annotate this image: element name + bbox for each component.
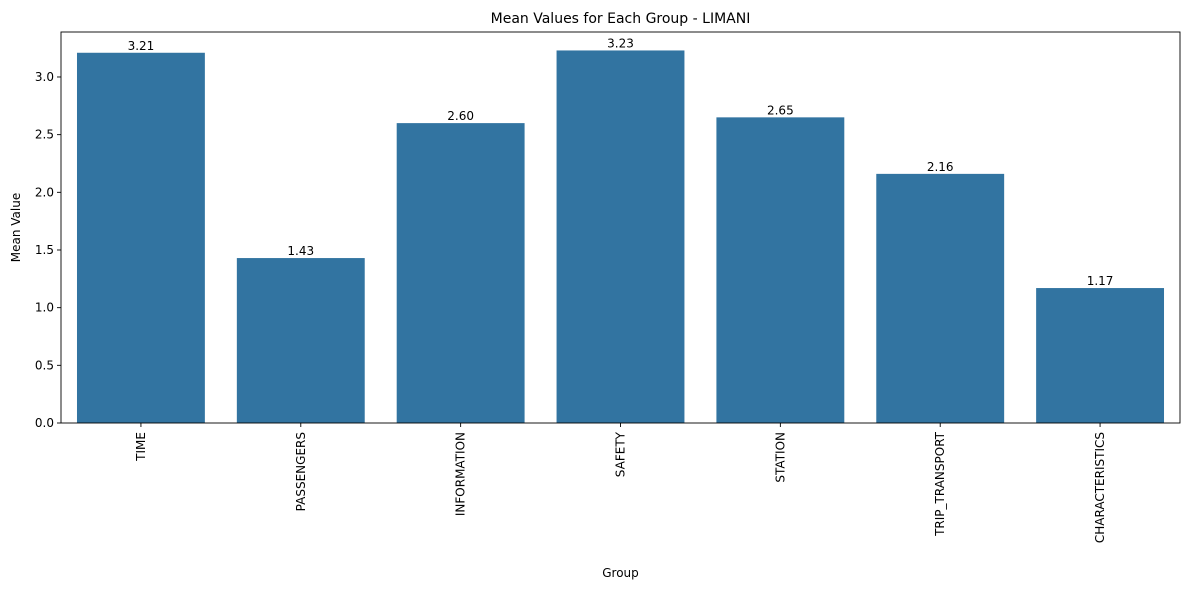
bar-information <box>396 123 525 424</box>
bar-characteristics <box>1036 288 1165 423</box>
x-tick-label: CHARACTERISTICS <box>1093 432 1107 543</box>
x-tick-label: TRIP_TRANSPORT <box>933 431 947 537</box>
x-tick-label: PASSENGERS <box>294 432 308 511</box>
y-tick-label: 0.5 <box>35 358 54 372</box>
y-axis: 0.0 0.5 1.0 1.5 2.0 2.5 3.0 <box>35 70 61 430</box>
bar-time <box>76 52 205 424</box>
y-tick-label: 3.0 <box>35 70 54 84</box>
y-tick-label: 0.0 <box>35 416 54 430</box>
y-tick-label: 2.0 <box>35 185 54 199</box>
value-label: 2.65 <box>767 103 794 117</box>
plot-frame <box>60 31 1181 424</box>
value-label: 2.16 <box>927 160 954 174</box>
bars-layer <box>76 50 1165 424</box>
y-tick-label: 1.5 <box>35 243 54 257</box>
value-label: 1.17 <box>1087 274 1114 288</box>
x-axis-label: Group <box>602 566 639 580</box>
chart-title: Mean Values for Each Group - LIMANI <box>491 11 751 27</box>
value-label: 3.23 <box>607 36 634 50</box>
y-tick-label: 2.5 <box>35 128 54 142</box>
bar-passengers <box>236 258 365 423</box>
bar-station <box>716 117 845 423</box>
value-label: 1.43 <box>287 244 314 258</box>
x-tick-label: STATION <box>773 432 787 483</box>
bar-trip-transport <box>876 173 1005 423</box>
value-label: 2.60 <box>447 109 474 123</box>
y-axis-label: Mean Value <box>9 193 23 262</box>
x-axis: TIME PASSENGERS INFORMATION SAFETY STATION TR… <box>134 423 1107 543</box>
x-tick-label: INFORMATION <box>454 432 468 516</box>
y-tick-label: 1.0 <box>35 301 54 315</box>
bar-safety <box>556 50 685 423</box>
value-labels-layer: 3.21 1.43 2.60 3.23 2.65 2.16 1.17 <box>128 36 1114 288</box>
x-tick-label: TIME <box>134 432 148 462</box>
x-tick-label: SAFETY <box>614 431 628 477</box>
value-label: 3.21 <box>128 39 155 53</box>
